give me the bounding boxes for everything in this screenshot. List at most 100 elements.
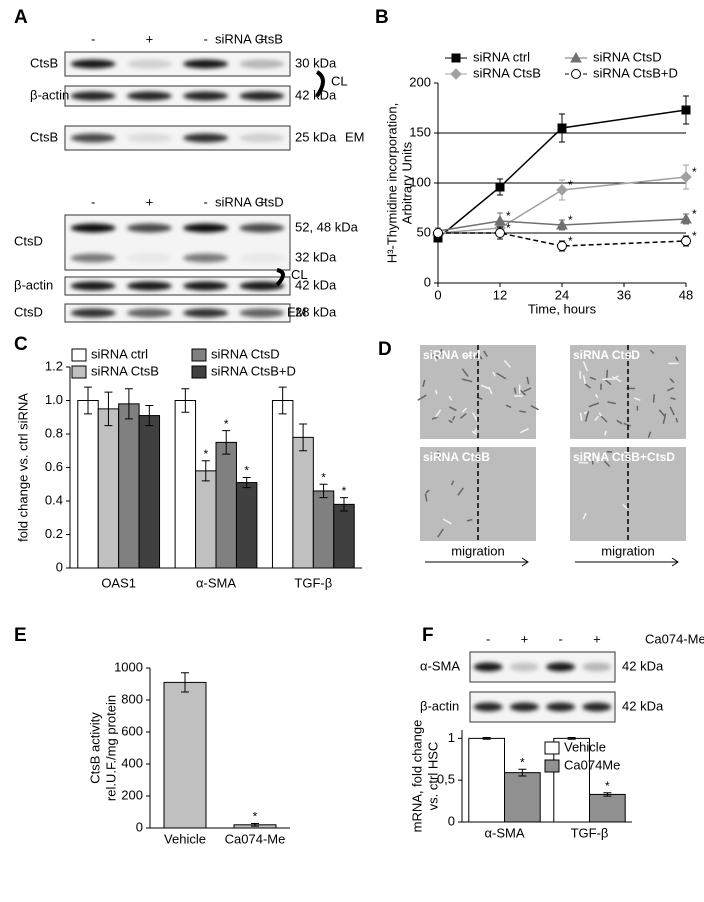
cell (607, 401, 616, 405)
cell (435, 389, 438, 395)
cell (667, 387, 675, 392)
blot-band (582, 662, 612, 672)
cell (583, 410, 589, 415)
row-label: β-actin (420, 698, 459, 713)
row-label: CtsB (30, 55, 58, 70)
bar (589, 793, 626, 823)
blot-band (70, 308, 116, 318)
blot-band (473, 702, 503, 712)
significance-mark: * (568, 178, 573, 192)
error-bar (299, 423, 308, 452)
bar (97, 408, 120, 569)
error-bar (181, 672, 189, 693)
blot-band (239, 133, 285, 143)
cell (526, 376, 530, 385)
error-bar (84, 386, 93, 415)
y-tick-label: 1 (448, 730, 455, 745)
blot-band (239, 59, 285, 69)
x-tick-label: TGF-β (294, 575, 332, 590)
legend-swatch (191, 365, 207, 379)
y-axis-label: CtsB activity (87, 712, 102, 784)
row-label: β-actin (30, 87, 69, 102)
blot-band (126, 133, 172, 143)
error-bar (482, 737, 491, 740)
blot-frame (64, 303, 291, 323)
legend-label: siRNA ctrl (91, 346, 148, 361)
error-bar (181, 388, 190, 413)
blot-band (509, 702, 539, 712)
cell (675, 356, 679, 362)
cell (433, 352, 437, 362)
cell (612, 375, 619, 381)
blot-band (183, 253, 229, 263)
bar (138, 415, 161, 569)
significance-mark: * (224, 417, 229, 431)
blot-band (70, 223, 116, 233)
bar (174, 400, 197, 569)
data-point (495, 182, 505, 192)
data-point (557, 123, 567, 133)
x-tick-label: 0 (434, 287, 441, 302)
cell (582, 375, 587, 384)
em-label: EM (287, 304, 307, 319)
cell (649, 349, 655, 355)
legend-label: siRNA CtsB (473, 65, 541, 80)
cell (473, 426, 479, 434)
cell (604, 430, 607, 436)
bracket-label: CL (291, 267, 308, 282)
blot-band (70, 91, 116, 101)
y-axis-label: mRNA, fold change (409, 720, 424, 833)
micrograph (570, 345, 686, 439)
y-axis-label: H³-Thymidine incorporation, (384, 103, 399, 263)
em-label: EM (345, 129, 365, 144)
treatment-sign: - (203, 31, 207, 46)
error-bar (567, 737, 576, 740)
cell (519, 410, 526, 413)
cell (600, 415, 608, 423)
blot-band (509, 662, 539, 672)
data-point (556, 184, 568, 196)
panel-label: B (375, 7, 389, 28)
panel-label: F (422, 625, 434, 646)
cell (435, 409, 442, 418)
x-tick-label: Ca074-Me (225, 831, 286, 846)
cell (437, 450, 441, 461)
series-line (437, 176, 687, 234)
blot-band (70, 253, 116, 263)
y-tick-label: 150 (409, 124, 431, 139)
micrograph-label: siRNA CtsB+CtsD (573, 450, 675, 464)
bar (215, 441, 237, 569)
treatment-sign: - (91, 31, 95, 46)
cell (602, 378, 613, 381)
row-label: β-actin (14, 277, 53, 292)
blot-band (183, 91, 229, 101)
significance-mark: * (321, 470, 326, 484)
cell (431, 416, 438, 420)
treatment-label: siRNA CtsD (215, 194, 284, 209)
blot-band (183, 59, 229, 69)
error-bar (242, 477, 251, 489)
series-line (437, 109, 687, 239)
cell (432, 354, 439, 359)
bar (118, 403, 140, 569)
blot-band (239, 281, 285, 291)
data-point (680, 171, 692, 183)
bar (468, 737, 505, 823)
cell (622, 504, 628, 510)
cell (442, 518, 452, 525)
x-tick-label: 12 (493, 287, 507, 302)
significance-mark: * (520, 755, 525, 769)
y-tick-label: 0.8 (45, 425, 63, 440)
error-bar (278, 386, 287, 415)
data-point (681, 105, 691, 115)
panel-label: A (14, 7, 28, 28)
bar (333, 503, 355, 569)
x-tick-label: 36 (617, 287, 631, 302)
x-tick-label: Vehicle (164, 831, 206, 846)
x-axis-label: Time, hours (528, 301, 597, 316)
blot-band (473, 662, 503, 672)
blot-band (70, 133, 116, 143)
significance-mark: * (692, 229, 697, 243)
cell (623, 422, 632, 427)
y-tick-label: 600 (121, 723, 143, 738)
